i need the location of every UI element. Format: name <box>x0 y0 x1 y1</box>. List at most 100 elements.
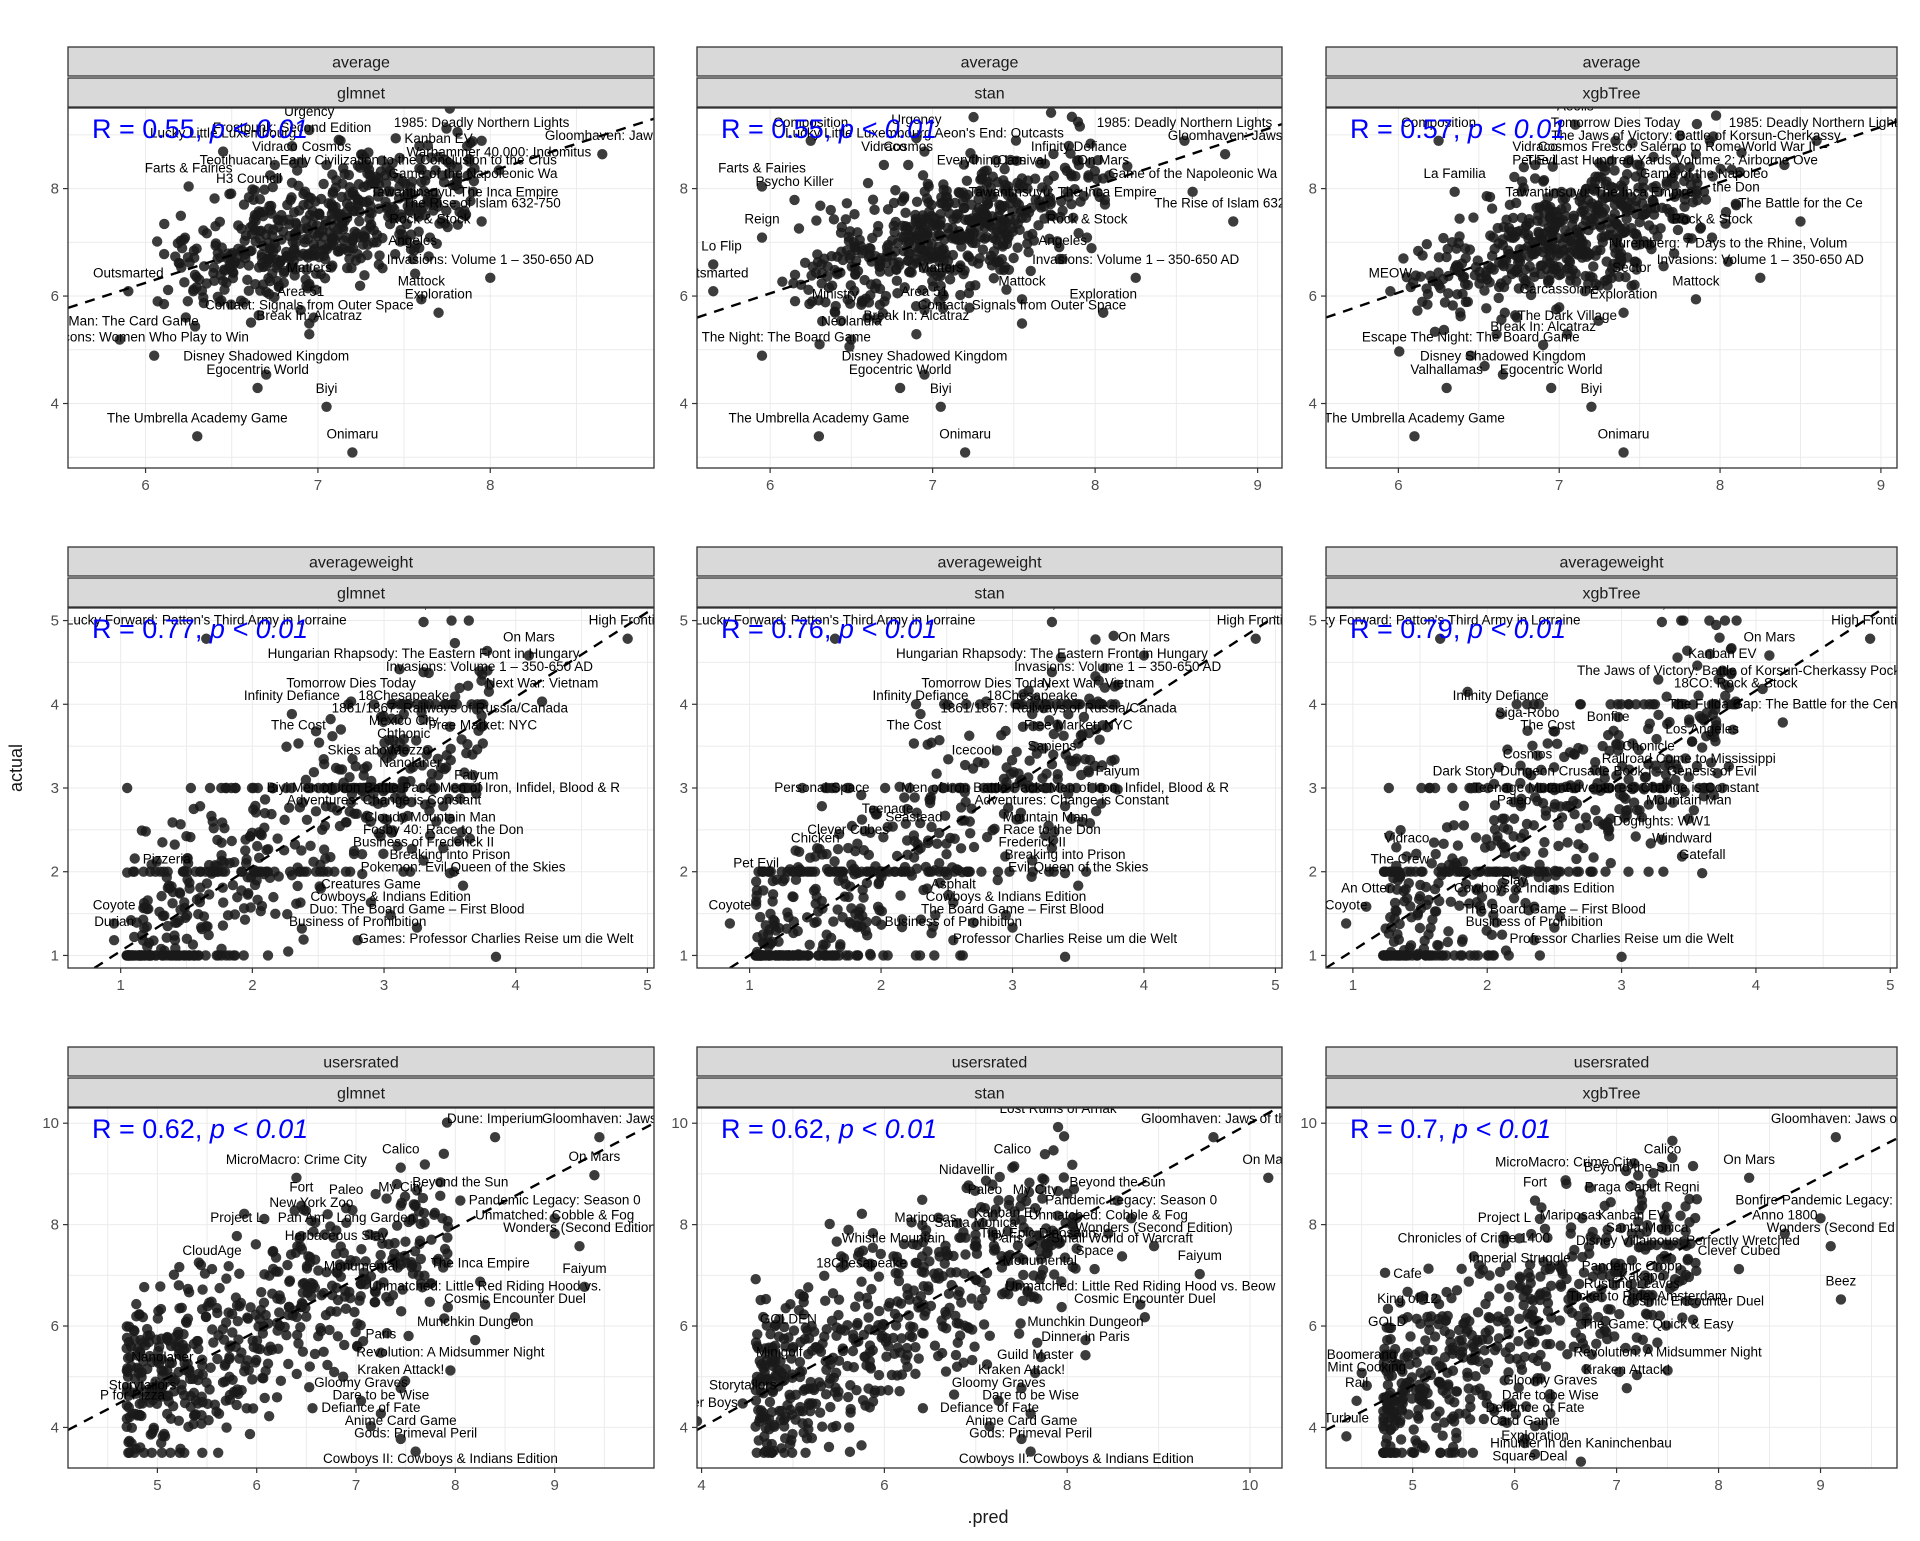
data-point <box>1059 1252 1071 1263</box>
data-point <box>431 238 442 250</box>
data-point <box>1535 764 1547 776</box>
point-label: Munchkin Dungeon <box>1027 1314 1143 1329</box>
data-point <box>968 154 980 165</box>
data-point <box>1508 893 1520 904</box>
data-point <box>274 1307 285 1318</box>
data-point <box>291 1172 302 1183</box>
data-point <box>263 254 274 265</box>
data-point <box>459 205 470 216</box>
data-point <box>283 214 294 225</box>
data-point <box>234 1301 245 1312</box>
data-point <box>948 1389 960 1400</box>
data-point <box>1071 1243 1082 1254</box>
data-point <box>1020 782 1031 794</box>
data-point <box>1006 754 1018 766</box>
data-point <box>1043 175 1054 186</box>
data-point <box>1003 1288 1014 1300</box>
strip-outcome <box>67 1046 655 1077</box>
data-point <box>976 1293 988 1305</box>
data-point <box>424 805 435 816</box>
data-point <box>256 1287 267 1298</box>
point-label: MEOW <box>1369 265 1413 280</box>
data-point <box>937 244 948 256</box>
data-point <box>1864 633 1876 644</box>
data-point <box>1076 816 1088 827</box>
data-point <box>425 1278 437 1289</box>
data-point <box>1631 240 1642 251</box>
data-point <box>1066 760 1077 772</box>
strip-model <box>1325 77 1898 108</box>
strip-outcome-label: usersrated <box>952 1055 1028 1072</box>
data-point <box>942 255 954 266</box>
data-point <box>383 186 394 197</box>
data-point <box>379 737 390 749</box>
data-point <box>1577 199 1588 211</box>
data-point <box>824 950 836 961</box>
panel-border <box>67 1107 655 1469</box>
data-point <box>374 250 385 261</box>
data-point <box>1656 202 1668 214</box>
strip-outcome-label: usersrated <box>323 1055 399 1072</box>
data-point <box>1069 1226 1081 1237</box>
data-point <box>935 215 946 226</box>
data-point <box>1047 835 1059 846</box>
data-point <box>856 789 867 801</box>
data-point <box>347 186 359 197</box>
data-point <box>422 169 433 181</box>
data-point <box>1208 1132 1219 1143</box>
data-point <box>216 295 227 306</box>
point-label: Disney Shadowed Kingdom <box>842 349 1008 364</box>
data-point <box>247 1374 258 1385</box>
data-point <box>122 867 133 878</box>
data-point <box>291 898 302 909</box>
data-point <box>187 1373 199 1385</box>
data-point <box>330 1248 342 1260</box>
data-point <box>236 1347 247 1358</box>
data-point <box>321 1267 332 1278</box>
data-point <box>301 814 313 825</box>
y-tick-label: 4 <box>51 1419 59 1436</box>
data-point <box>1148 1241 1160 1252</box>
data-point <box>783 911 794 923</box>
data-point <box>1544 275 1555 286</box>
point-label: Invasions: Volume 1 – 350-650 AD <box>386 659 593 674</box>
data-point <box>315 1322 326 1334</box>
point-label: Revolution: A Midsummer Night <box>356 1344 545 1359</box>
data-point <box>803 1424 814 1435</box>
data-point <box>230 782 241 794</box>
y-tick-label: 4 <box>680 1419 688 1436</box>
data-point <box>163 1396 174 1407</box>
data-point <box>258 261 269 273</box>
y-tick-label: 6 <box>1309 288 1317 305</box>
data-point <box>888 220 899 231</box>
data-point <box>272 833 283 844</box>
x-tick-label: 8 <box>1716 477 1724 494</box>
point-label: Reign <box>744 212 779 227</box>
data-point <box>911 132 922 144</box>
data-point <box>204 866 215 877</box>
data-point <box>1053 721 1064 732</box>
point-label: Storytailors <box>109 1377 177 1392</box>
data-point <box>1523 229 1534 241</box>
point-label: Calico <box>382 1142 420 1157</box>
data-point <box>341 198 353 209</box>
data-point <box>852 838 863 849</box>
point-label: Unmatched: Little Red Riding Hood vs. Be… <box>1005 1279 1275 1294</box>
data-point <box>786 1353 797 1364</box>
data-point <box>1674 130 1686 142</box>
data-point <box>1085 138 1096 149</box>
data-point <box>1437 950 1448 961</box>
data-point <box>940 866 952 877</box>
point-label: Defiance of Fate <box>940 1400 1039 1415</box>
data-point <box>824 1218 835 1230</box>
data-point <box>485 272 496 284</box>
data-point <box>1587 220 1598 231</box>
data-point <box>1508 831 1519 842</box>
data-point <box>1016 294 1028 305</box>
data-point <box>288 207 300 218</box>
data-point <box>209 1399 221 1410</box>
data-point <box>270 908 281 919</box>
point-label: Gods: Primeval Peril <box>969 1426 1092 1441</box>
data-point <box>801 866 813 877</box>
data-point <box>756 232 768 243</box>
